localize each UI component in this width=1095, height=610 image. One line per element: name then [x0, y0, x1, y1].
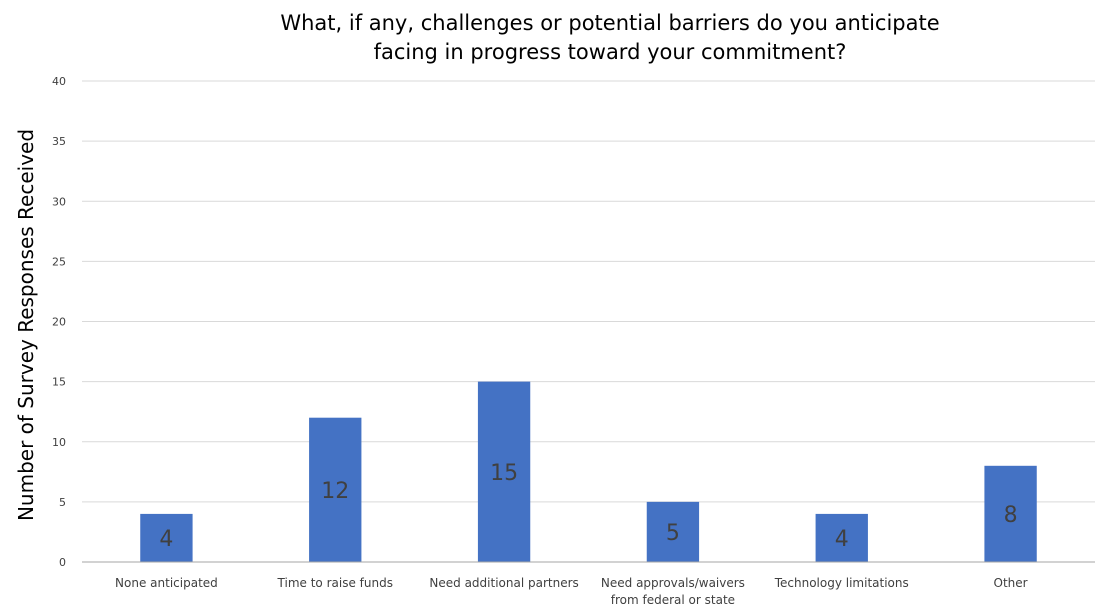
data-label: 4 [159, 527, 173, 552]
y-tick-label: 25 [52, 255, 66, 268]
y-tick-label: 35 [52, 135, 66, 148]
y-tick-label: 40 [52, 75, 66, 88]
y-tick-label: 20 [52, 316, 66, 329]
x-tick-label: Need additional partners [429, 576, 578, 590]
x-tick-label: None anticipated [115, 576, 218, 590]
data-label: 4 [835, 527, 849, 552]
y-axis-label: Number of Survey Responses Received [14, 129, 38, 521]
data-label: 8 [1004, 503, 1018, 528]
x-tick-label: Technology limitations [774, 576, 909, 590]
y-tick-labels: 0 5 10 15 20 25 30 35 40 [52, 75, 66, 569]
gridlines [82, 80, 1095, 503]
y-tick-label: 5 [59, 496, 66, 509]
y-tick-label: 15 [52, 376, 66, 389]
bar [815, 513, 868, 562]
y-tick-label: 0 [59, 556, 66, 569]
chart-title-line-2: facing in progress toward your commitmen… [374, 40, 847, 64]
y-tick-label: 10 [52, 436, 66, 449]
data-label: 12 [321, 479, 349, 504]
bar [140, 513, 193, 562]
x-tick-labels: None anticipated Time to raise funds Need … [115, 576, 1028, 607]
data-labels: 4 12 15 5 4 8 [159, 461, 1017, 552]
data-label: 15 [490, 461, 518, 486]
bar [477, 381, 531, 562]
bar [309, 417, 362, 562]
bar [646, 501, 700, 562]
x-tick-label: Other [994, 576, 1028, 590]
x-tick-label: Need approvals/waivers from federal or st… [601, 576, 745, 607]
data-label: 5 [666, 521, 680, 546]
chart-title: What, if any, challenges or potential ba… [280, 11, 939, 64]
x-tick-label: Time to raise funds [277, 576, 393, 590]
chart-title-line-1: What, if any, challenges or potential ba… [280, 11, 939, 35]
bar [984, 465, 1037, 562]
y-tick-label: 30 [52, 195, 66, 208]
bars [140, 381, 1037, 562]
